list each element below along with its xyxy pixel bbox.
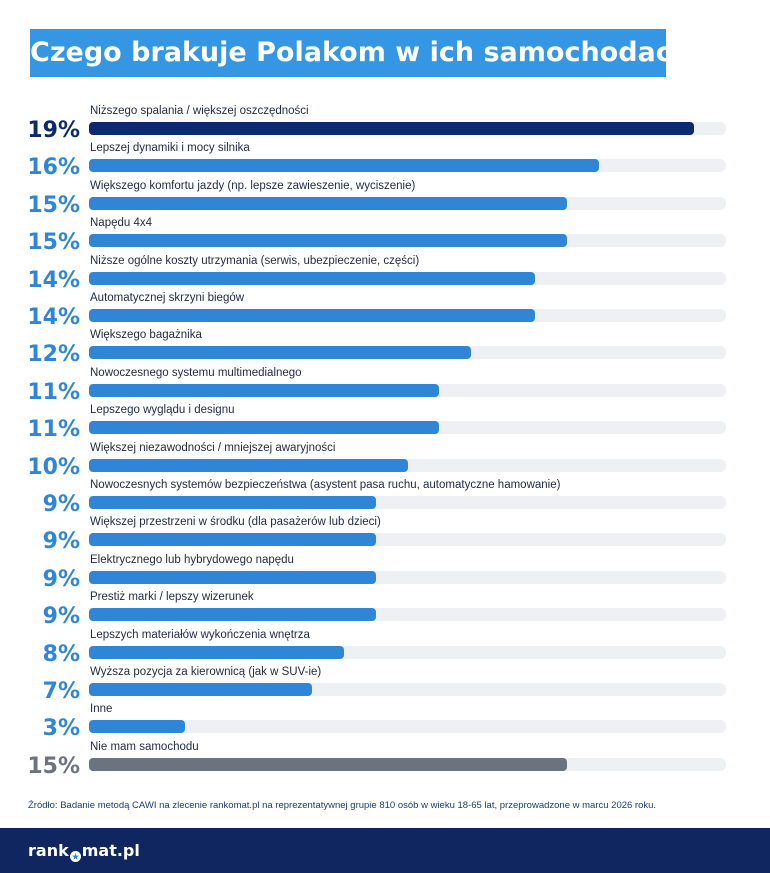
percentage-label: 9% xyxy=(42,604,80,630)
bar-track xyxy=(89,196,726,210)
percentage-label: 15% xyxy=(27,192,80,218)
chart-row: 9% Elektrycznego lub hybrydowego napędu xyxy=(0,553,770,592)
category-label: Lepszej dynamiki i mocy silnika xyxy=(90,142,250,155)
o-with-star-icon xyxy=(69,846,81,862)
percentage-label: 9% xyxy=(42,566,80,592)
chart-row: 15% Większego komfortu jazdy (np. lepsze … xyxy=(0,179,770,218)
bar xyxy=(89,421,439,435)
chart-row: 14% Automatycznej skrzyni biegów xyxy=(0,291,770,330)
bar xyxy=(89,533,376,547)
category-label: Niższe ogólne koszty utrzymania (serwis,… xyxy=(90,254,420,267)
chart-row: 12% Większego bagażnika xyxy=(0,328,770,368)
bar-track xyxy=(89,383,726,397)
bar-track xyxy=(89,309,726,322)
chart-row: 19% Niższego spalania / większej oszczędn… xyxy=(0,104,770,143)
logo-text-left: rank xyxy=(28,841,69,860)
bar xyxy=(89,458,408,472)
percentage-label: 8% xyxy=(42,641,80,667)
bar xyxy=(89,757,567,771)
category-label: Nowoczesnych systemów bezpieczeństwa (as… xyxy=(90,479,561,491)
bar xyxy=(89,683,312,696)
bar xyxy=(89,196,567,210)
bar xyxy=(89,570,376,584)
chart-row: 15% Nie mam samochodu xyxy=(0,740,770,779)
bar-track xyxy=(89,645,726,659)
bar-track xyxy=(89,496,726,509)
chart-row: 3% Inne xyxy=(0,702,770,742)
bar-track xyxy=(89,159,726,173)
footer-bar: rank mat.pl xyxy=(0,828,770,873)
bar xyxy=(89,496,376,509)
category-label: Nie mam samochodu xyxy=(90,740,199,753)
bar-track xyxy=(89,757,726,771)
chart-row: 9% Nowoczesnych systemów bezpieczeństwa (… xyxy=(0,478,770,517)
chart-row: 15% Napędu 4x4 xyxy=(0,216,770,256)
percentage-label: 11% xyxy=(27,379,80,405)
category-label: Inne xyxy=(90,703,113,716)
percentage-label: 11% xyxy=(27,417,80,443)
chart-row: 9% Prestiż marki / lepszy wizerunek xyxy=(0,590,770,630)
category-label: Wyższa pozycja za kierownicą (jak w SUV-… xyxy=(90,666,322,678)
bar-track xyxy=(89,271,726,285)
category-label: Napędu 4x4 xyxy=(90,217,153,230)
chart-row: 14% Niższe ogólne koszty utrzymania (serw… xyxy=(0,254,770,293)
category-label: Elektrycznego lub hybrydowego napędu xyxy=(90,553,294,566)
bar xyxy=(89,383,439,397)
bar-track xyxy=(89,720,726,734)
bar-track xyxy=(89,608,726,622)
percentage-label: 9% xyxy=(42,529,80,555)
percentage-label: 7% xyxy=(42,679,80,704)
bar-track xyxy=(89,683,726,696)
bar-track xyxy=(89,234,726,248)
bar xyxy=(89,271,535,285)
percentage-label: 15% xyxy=(27,753,80,779)
chart-row: 7% Wyższa pozycja za kierownicą (jak w SU… xyxy=(0,665,770,704)
bar-track xyxy=(89,570,726,584)
chart-row: 8% Lepszych materiałów wykończenia wnętrz… xyxy=(0,628,770,667)
bar xyxy=(89,608,376,622)
bar xyxy=(89,645,344,659)
category-label: Prestiż marki / lepszy wizerunek xyxy=(90,591,254,604)
chart-row: 11% Lepszego wyglądu i designu xyxy=(0,403,770,443)
category-label: Lepszego wyglądu i designu xyxy=(90,404,235,417)
bar-track xyxy=(89,458,726,472)
category-label: Większej niezawodności / mniejszej awary… xyxy=(90,441,336,454)
percentage-label: 12% xyxy=(27,342,80,368)
chart-row: 9% Większej przestrzeni w środku (dla pas… xyxy=(0,515,770,555)
source-note: Źródło: Badanie metodą CAWI na zlecenie … xyxy=(28,800,657,811)
percentage-label: 14% xyxy=(27,267,80,293)
chart-row: 10% Większej niezawodności / mniejszej aw… xyxy=(0,441,770,480)
bar-track xyxy=(89,346,726,360)
category-label: Większego komfortu jazdy (np. lepsze zaw… xyxy=(90,179,416,192)
percentage-label: 14% xyxy=(27,305,80,330)
bar xyxy=(89,720,185,734)
bar xyxy=(89,309,535,322)
percentage-label: 15% xyxy=(27,230,80,256)
chart-title: Czego brakuje Polakom w ich samochodach? xyxy=(30,29,707,77)
bar-track xyxy=(89,533,726,547)
rankomat-logo[interactable]: rank mat.pl xyxy=(28,840,140,862)
bar-track xyxy=(89,421,726,435)
logo-text-right: mat.pl xyxy=(81,841,140,860)
bar-track xyxy=(89,122,726,135)
chart-row: 16% Lepszej dynamiki i mocy silnika xyxy=(0,141,770,181)
bar xyxy=(89,159,599,173)
category-label: Większej przestrzeni w środku (dla pasaż… xyxy=(90,516,381,529)
percentage-label: 9% xyxy=(42,492,80,517)
bar-chart: 19% Niższego spalania / większej oszczędn… xyxy=(0,104,770,779)
category-label: Automatycznej skrzyni biegów xyxy=(90,292,245,304)
percentage-label: 19% xyxy=(27,118,80,143)
chart-row: 11% Nowoczesnego systemu multimedialnego xyxy=(0,366,770,405)
percentage-label: 3% xyxy=(42,716,80,742)
percentage-label: 10% xyxy=(27,454,80,480)
bar xyxy=(89,234,567,248)
category-label: Lepszych materiałów wykończenia wnętrza xyxy=(90,628,310,641)
category-label: Nowoczesnego systemu multimedialnego xyxy=(90,366,302,379)
category-label: Niższego spalania / większej oszczędnośc… xyxy=(90,105,309,117)
percentage-label: 16% xyxy=(27,155,80,181)
bar xyxy=(89,122,694,135)
bar xyxy=(89,346,471,360)
category-label: Większego bagażnika xyxy=(90,329,202,342)
